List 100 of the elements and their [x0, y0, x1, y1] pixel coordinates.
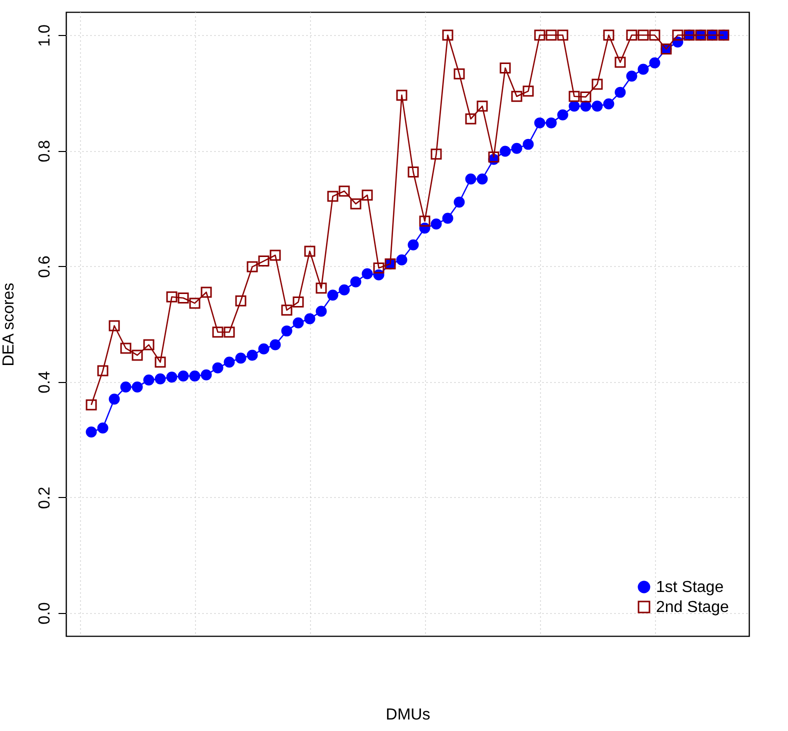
point [373, 262, 384, 274]
point [626, 30, 638, 41]
point [580, 100, 592, 112]
point [86, 399, 97, 410]
point [408, 239, 419, 250]
point [224, 326, 235, 338]
point [178, 370, 189, 382]
point [511, 142, 522, 154]
point [638, 64, 649, 75]
point [500, 62, 511, 74]
point [568, 100, 580, 112]
point [281, 325, 292, 336]
point [327, 290, 338, 301]
point [292, 317, 304, 328]
point [178, 292, 189, 304]
point [522, 138, 534, 150]
point [419, 216, 430, 227]
point [258, 343, 270, 354]
point [316, 306, 327, 317]
point [154, 356, 166, 368]
point [327, 190, 338, 202]
point [500, 146, 511, 157]
point [120, 342, 132, 354]
point [166, 291, 178, 302]
point [603, 98, 614, 110]
point [316, 282, 327, 294]
point [166, 372, 178, 383]
y-tick-label: 0.6 [36, 256, 54, 278]
point [534, 117, 546, 128]
point [86, 426, 97, 438]
point [546, 117, 557, 128]
point [120, 381, 132, 392]
point [304, 246, 316, 257]
point [454, 196, 465, 208]
point [534, 30, 546, 41]
y-tick-label: 0.8 [36, 140, 54, 162]
point [132, 350, 143, 361]
x-axis-title: DMUs [386, 706, 430, 724]
point [396, 254, 408, 266]
point [235, 352, 246, 364]
point [143, 339, 154, 350]
point [614, 86, 626, 98]
y-tick-label: 0.4 [36, 371, 54, 394]
point [557, 30, 568, 41]
point [430, 148, 442, 160]
point [592, 78, 603, 90]
point [603, 30, 614, 41]
point [200, 369, 212, 380]
point [568, 90, 580, 102]
point [465, 113, 476, 124]
y-axis-title: DEA scores [0, 282, 18, 366]
legend-label: 2nd Stage [656, 599, 730, 616]
point [304, 313, 316, 324]
point [108, 320, 120, 332]
point [557, 109, 568, 120]
point [292, 296, 304, 308]
point [212, 362, 224, 374]
point [614, 56, 626, 68]
point [270, 339, 281, 350]
point [338, 186, 350, 197]
point [362, 190, 373, 201]
point [189, 370, 200, 382]
point [338, 284, 350, 296]
y-tick-label: 1.0 [36, 24, 54, 47]
point [476, 100, 488, 112]
point [511, 90, 522, 102]
point [592, 100, 603, 112]
point [270, 250, 281, 261]
point [408, 166, 419, 178]
point [476, 173, 488, 184]
y-tick-label: 0.2 [36, 486, 54, 509]
point [212, 326, 224, 338]
point [580, 91, 592, 102]
point [132, 381, 143, 392]
point [522, 86, 534, 97]
point [200, 286, 212, 298]
point [246, 350, 258, 361]
point [396, 90, 408, 101]
point [442, 212, 454, 224]
point [97, 422, 108, 434]
point [258, 256, 270, 267]
point [362, 268, 373, 280]
point [672, 30, 684, 41]
point [626, 70, 638, 82]
point [546, 30, 557, 41]
point [281, 304, 292, 316]
point [442, 30, 454, 41]
point [189, 298, 200, 309]
point [649, 30, 660, 41]
point [350, 276, 362, 288]
point [224, 356, 235, 368]
point [465, 173, 476, 184]
point [154, 373, 166, 384]
point [246, 261, 258, 272]
y-tick-label: 0.0 [36, 602, 54, 625]
point [143, 374, 154, 386]
point [430, 218, 442, 230]
point [649, 57, 660, 68]
point [350, 198, 362, 210]
point [235, 295, 246, 306]
